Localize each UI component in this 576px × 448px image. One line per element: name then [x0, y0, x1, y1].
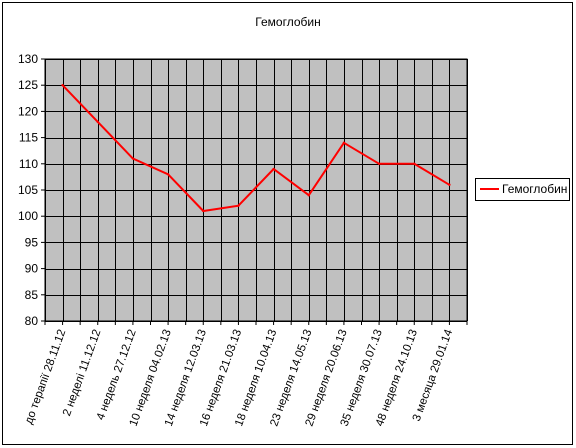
legend-box — [475, 178, 570, 201]
y-tick-label: 100 — [18, 209, 38, 223]
y-tick-label: 80 — [25, 314, 39, 328]
data-point — [96, 120, 99, 124]
x-tick-label: 4 недель 27.12.12 — [95, 328, 139, 422]
data-point — [307, 194, 310, 197]
x-tick-label: 2 неделі 11.12.12 — [61, 328, 103, 418]
chart-title: Гемоглобин — [255, 15, 321, 29]
y-tick-label: 120 — [18, 104, 38, 118]
legend-label: Гемоглобин — [502, 182, 567, 196]
y-tick-label: 85 — [25, 288, 39, 302]
data-point — [166, 173, 170, 176]
data-point — [413, 162, 416, 165]
data-point — [272, 167, 275, 171]
data-point — [342, 141, 346, 145]
y-tick-label: 115 — [19, 131, 38, 145]
data-point — [448, 183, 451, 186]
y-tick-label: 130 — [18, 52, 38, 66]
y-tick-label: 105 — [18, 183, 38, 197]
data-point — [61, 84, 64, 87]
y-tick-label: 125 — [18, 78, 38, 92]
data-point — [237, 204, 240, 207]
y-tick-label: 95 — [25, 235, 39, 249]
series-line — [61, 84, 450, 213]
data-point — [131, 157, 135, 160]
x-tick-label: 3 месяца 29.01.14 — [411, 327, 456, 423]
y-tick-label: 90 — [25, 262, 39, 276]
y-tick-label: 110 — [19, 157, 38, 171]
data-point — [377, 162, 381, 165]
data-point — [202, 209, 205, 213]
